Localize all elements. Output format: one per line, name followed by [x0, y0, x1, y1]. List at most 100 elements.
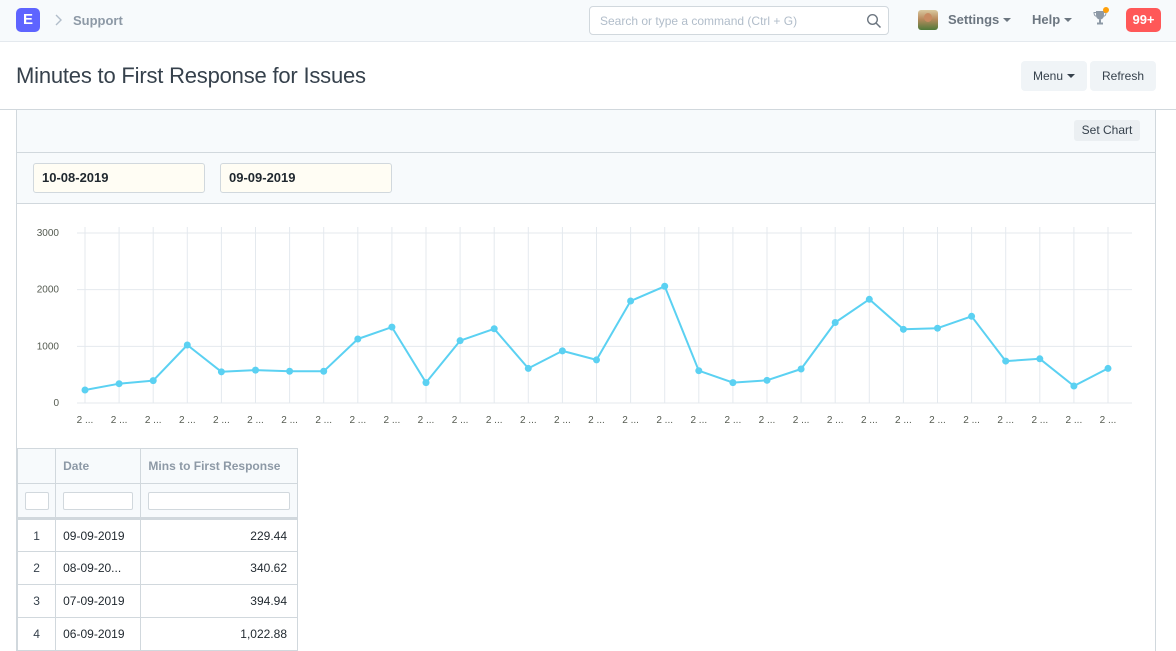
filter-bar: 10-08-2019 09-09-2019 — [17, 153, 1155, 204]
data-point — [320, 367, 328, 375]
notification-dot — [1103, 7, 1109, 13]
x-tick-label: 2 ... — [452, 415, 469, 426]
breadcrumb-support[interactable]: Support — [73, 13, 123, 28]
data-point — [899, 325, 907, 333]
x-tick-label: 2 ... — [111, 415, 128, 426]
x-tick-label: 2 ... — [690, 415, 707, 426]
x-tick-label: 2 ... — [247, 415, 264, 426]
data-point — [149, 377, 157, 385]
x-tick-label: 2 ... — [861, 415, 878, 426]
row-number: 3 — [16, 584, 57, 618]
data-point — [354, 335, 362, 343]
help-dropdown[interactable]: Help — [1032, 12, 1073, 27]
filter-row — [16, 483, 298, 520]
data-point — [1070, 382, 1078, 390]
data-point — [286, 367, 294, 375]
data-point — [865, 295, 873, 303]
row-select-checkbox[interactable] — [24, 491, 49, 510]
mins-cell[interactable]: 340.62 — [140, 551, 298, 585]
trophy-icon[interactable] — [1093, 10, 1107, 26]
x-tick-label: 2 ... — [759, 415, 776, 426]
x-tick-label: 2 ... — [793, 415, 810, 426]
date-cell[interactable]: 09-09-2019 — [55, 518, 142, 552]
row-number: 4 — [16, 617, 57, 651]
x-tick-label: 2 ... — [349, 415, 366, 426]
x-tick-label: 2 ... — [554, 415, 571, 426]
data-point — [1036, 355, 1044, 363]
data-point — [968, 312, 976, 320]
data-point — [661, 282, 669, 290]
data-point — [217, 368, 225, 376]
data-point — [490, 325, 498, 333]
date-cell[interactable]: 08-09-20... — [55, 551, 142, 585]
y-tick-label: 2000 — [37, 285, 60, 296]
app-logo[interactable]: E — [16, 8, 40, 32]
mins-filter-input[interactable] — [148, 491, 290, 510]
chart-toolbar: Set Chart — [17, 110, 1155, 153]
x-tick-label: 2 ... — [315, 415, 332, 426]
settings-dropdown[interactable]: Settings — [948, 12, 1012, 27]
data-point — [695, 367, 703, 375]
y-tick-label: 0 — [53, 398, 59, 409]
mins-cell[interactable]: 1,022.88 — [140, 617, 298, 651]
table-row[interactable]: 2 08-09-20... 340.62 — [16, 551, 298, 585]
report-card: Set Chart 10-08-2019 09-09-2019 0 1000 200… — [16, 110, 1156, 651]
y-tick-label: 1000 — [37, 341, 60, 352]
x-tick-label: 2 ... — [145, 415, 162, 426]
date-filter-input[interactable] — [63, 491, 134, 510]
caret-down-icon — [1064, 17, 1073, 22]
search-placeholder: Search or type a command (Ctrl + G) — [600, 14, 798, 28]
table-row[interactable]: 1 09-09-2019 229.44 — [16, 518, 298, 552]
divider — [0, 109, 1176, 110]
table-row[interactable]: 3 07-09-2019 394.94 — [16, 584, 298, 618]
column-header-mins[interactable]: Mins to First Response — [140, 448, 298, 484]
chevron-right-icon — [55, 14, 62, 26]
refresh-button[interactable]: Refresh — [1090, 61, 1156, 91]
menu-button[interactable]: Menu — [1021, 61, 1087, 91]
x-tick-label: 2 ... — [213, 415, 230, 426]
date-cell[interactable]: 07-09-2019 — [55, 584, 142, 618]
data-point — [627, 297, 635, 305]
data-point — [831, 319, 839, 327]
x-tick-label: 2 ... — [179, 415, 196, 426]
caret-down-icon — [1067, 73, 1076, 78]
table-row[interactable]: 4 06-09-2019 1,022.88 — [16, 617, 298, 651]
x-tick-label: 2 ... — [281, 415, 298, 426]
caret-down-icon — [1003, 17, 1012, 22]
line-chart: 0 1000 2000 3000 2 ... 2 ... 2 ... 2 ... 2 ... 2 … — [37, 227, 1132, 426]
x-tick-label: 2 ... — [929, 415, 946, 426]
data-point — [183, 341, 191, 349]
from-date-field[interactable]: 10-08-2019 — [33, 163, 205, 193]
x-tick-label: 2 ... — [997, 415, 1014, 426]
data-point — [456, 337, 464, 345]
column-header-index — [16, 448, 57, 484]
x-tick-label: 2 ... — [725, 415, 742, 426]
to-date-field[interactable]: 09-09-2019 — [220, 163, 392, 193]
x-tick-label: 2 ... — [384, 415, 401, 426]
y-tick-label: 3000 — [37, 228, 60, 239]
data-point — [388, 323, 396, 331]
mins-cell[interactable]: 229.44 — [140, 518, 298, 552]
notification-badge[interactable]: 99+ — [1126, 8, 1161, 32]
x-tick-label: 2 ... — [963, 415, 980, 426]
x-tick-label: 2 ... — [1066, 415, 1083, 426]
x-tick-label: 2 ... — [1100, 415, 1117, 426]
column-header-date[interactable]: Date — [55, 448, 142, 484]
data-point — [81, 386, 89, 394]
data-point — [422, 379, 430, 387]
search-input[interactable]: Search or type a command (Ctrl + G) — [589, 6, 889, 35]
x-tick-label: 2 ... — [486, 415, 503, 426]
date-cell[interactable]: 06-09-2019 — [55, 617, 142, 651]
row-number: 2 — [16, 551, 57, 585]
data-point — [763, 376, 771, 384]
data-point — [593, 356, 600, 364]
set-chart-button[interactable]: Set Chart — [1074, 120, 1140, 141]
x-tick-label: 2 ... — [827, 415, 844, 426]
search-icon[interactable] — [866, 13, 882, 29]
mins-cell[interactable]: 394.94 — [140, 584, 298, 618]
data-point — [558, 347, 566, 355]
avatar[interactable] — [918, 10, 938, 30]
data-point — [934, 324, 941, 332]
x-tick-label: 2 ... — [77, 415, 94, 426]
data-point — [115, 380, 123, 388]
